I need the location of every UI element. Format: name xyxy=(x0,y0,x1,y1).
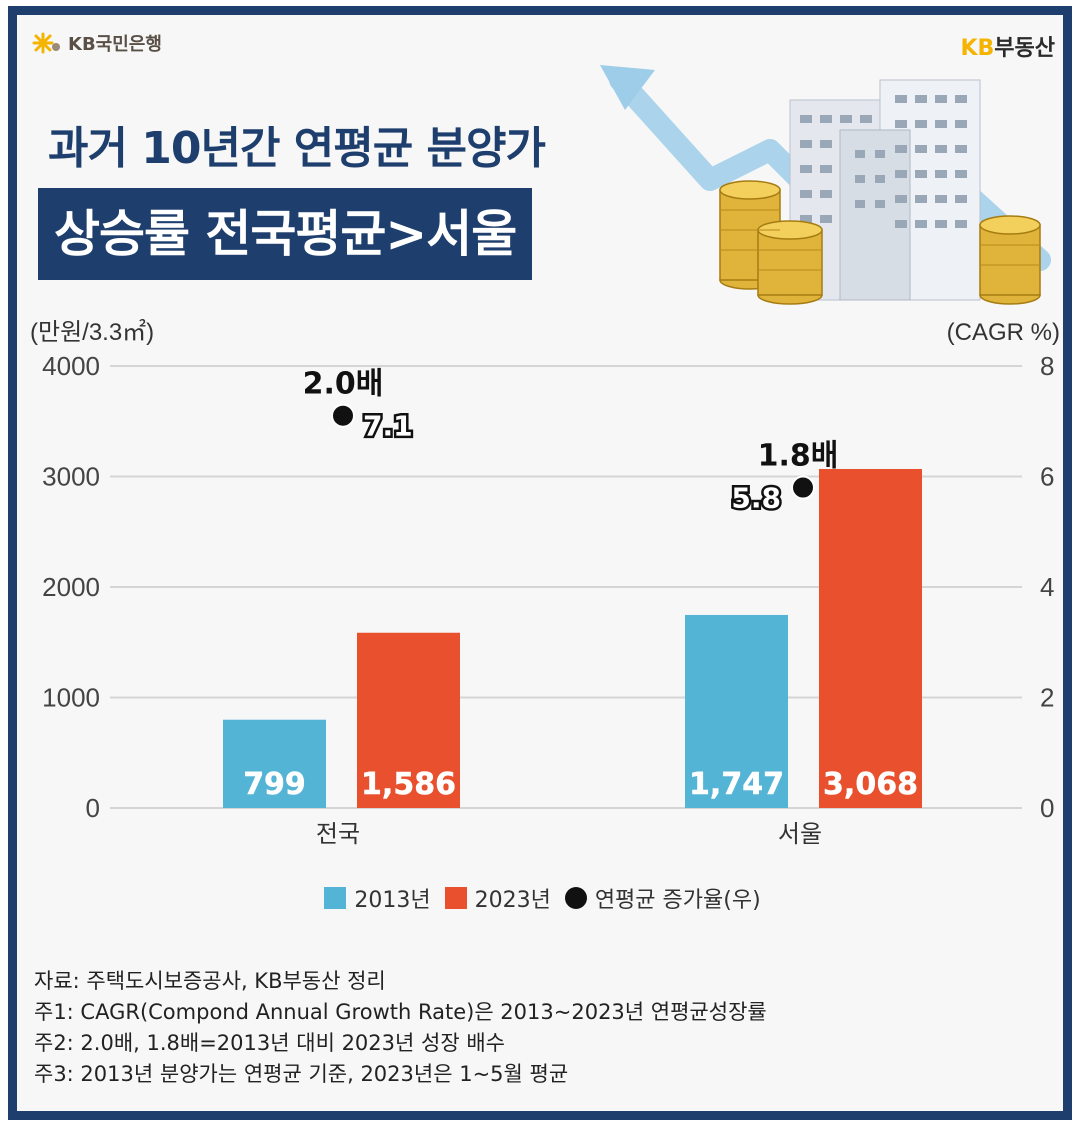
title-line-1: 과거 10년간 연평균 분양가 xyxy=(48,123,546,174)
note-source: 자료: 주택도시보증공사, KB부동산 정리 xyxy=(34,969,386,993)
brand-right-text: 부동산 xyxy=(994,36,1055,61)
multiplier-label: 1.8배 xyxy=(758,439,839,474)
brand-right-kb: KB xyxy=(960,36,995,61)
bar-value-label: 799 xyxy=(243,767,306,802)
bar-2023-1 xyxy=(819,468,922,808)
y-right-tick-label: 0 xyxy=(1040,793,1054,823)
note-3: 주3: 2013년 분양가는 연평균 기준, 2023년은 1~5월 평균 xyxy=(34,1062,569,1086)
bar-value-label: 1,747 xyxy=(689,767,784,802)
legend-label-2023: 2023년 xyxy=(474,888,551,913)
legend-item-cagr: 연평균 증가율(우) xyxy=(564,882,761,914)
note-2: 주2: 2.0배, 1.8배=2013년 대비 2023년 성장 배수 xyxy=(34,1031,505,1055)
bar-value-labels: 799 1,586 1,747 3,068 xyxy=(243,767,918,803)
cagr-point xyxy=(791,475,815,500)
source-notes: 자료: 주택도시보증공사, KB부동산 정리 주1: CAGR(Compond … xyxy=(34,966,767,1090)
kb-realestate-logo: KB부동산 xyxy=(960,30,1055,62)
legend-label-cagr: 연평균 증가율(우) xyxy=(594,888,761,913)
bar-value-label: 1,586 xyxy=(361,767,456,802)
y-right-tick-label: 8 xyxy=(1040,351,1054,381)
legend: 2013년 2023년 연평균 증가율(우) xyxy=(0,882,1085,914)
multiplier-label: 2.0배 xyxy=(303,367,384,402)
buildings-coins-illustration xyxy=(600,65,1051,305)
kb-star-icon xyxy=(32,32,60,54)
brand-left-text: KB국민은행 xyxy=(68,34,162,55)
legend-swatch-2013 xyxy=(324,887,347,909)
bar-chart: (만원/3.3㎡) (CAGR %) 0 1000 2000 3000 4000 0 2 4… xyxy=(30,319,1060,848)
legend-swatch-2023 xyxy=(444,887,467,909)
title-line-2: 상승률 전국평균>서울 xyxy=(38,188,533,280)
legend-item-2023: 2023년 xyxy=(444,882,551,914)
bar-value-label: 3,068 xyxy=(823,767,918,802)
bar-2023-0 xyxy=(357,632,460,808)
cagr-value-label: 5.8 xyxy=(731,482,781,515)
y-axis-left-label: (만원/3.3㎡) xyxy=(30,319,154,346)
y-right-tick-label: 6 xyxy=(1040,462,1054,492)
y-left-tick-label: 2000 xyxy=(42,572,100,602)
kb-kookmin-bank-logo: KB국민은행 xyxy=(32,30,162,56)
y-left-tick-label: 0 xyxy=(86,793,100,823)
cagr-point xyxy=(331,403,355,428)
note-1: 주1: CAGR(Compond Annual Growth Rate)은 20… xyxy=(34,1000,767,1024)
y-left-tick-label: 3000 xyxy=(42,462,100,492)
y-axis-right-ticks: 0 2 4 6 8 xyxy=(1040,351,1054,823)
y-axis-right-label: (CAGR %) xyxy=(947,319,1060,346)
y-left-tick-label: 4000 xyxy=(42,351,100,381)
x-category-label: 서울 xyxy=(778,820,822,848)
bar-2013-1 xyxy=(685,614,788,808)
x-category-label: 전국 xyxy=(316,820,360,848)
y-right-tick-label: 2 xyxy=(1040,683,1054,713)
y-left-tick-label: 1000 xyxy=(42,683,100,713)
x-axis-categories: 전국 서울 xyxy=(316,820,822,848)
legend-item-2013: 2013년 xyxy=(324,882,431,914)
bar-2013-0 xyxy=(223,719,326,808)
bars xyxy=(223,468,922,808)
y-axis-left-ticks: 0 1000 2000 3000 4000 xyxy=(42,351,100,823)
y-right-tick-label: 4 xyxy=(1040,572,1054,602)
legend-label-2013: 2013년 xyxy=(354,888,431,913)
legend-marker-cagr xyxy=(564,887,587,909)
cagr-value-label: 7.1 xyxy=(363,410,413,443)
cagr-points: 7.1 2.0배 5.8 1.8배 xyxy=(303,367,839,517)
